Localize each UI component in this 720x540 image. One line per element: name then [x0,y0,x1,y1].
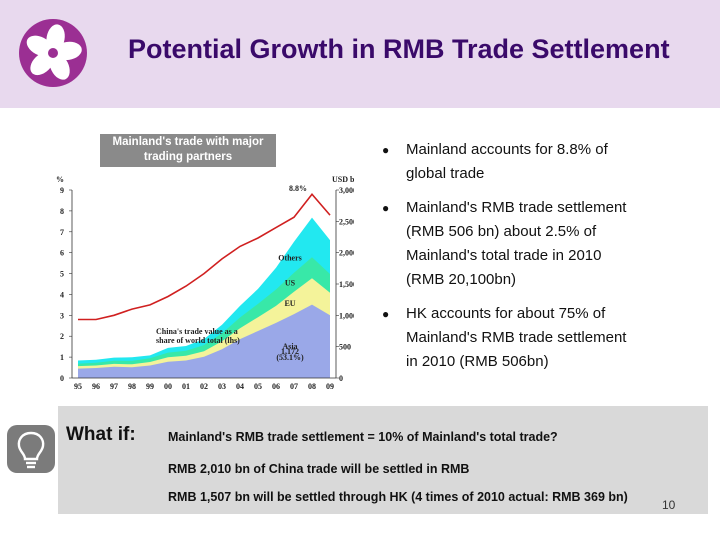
series-label-asia: Asia [282,342,297,351]
lightbulb-icon [7,425,55,473]
left-tick-label: 2 [60,332,64,341]
right-tick-label: 0 [339,374,343,383]
bullet-dot-icon: ● [382,143,390,157]
x-tick-label: 98 [128,382,136,391]
left-tick-label: 6 [60,249,64,258]
bullet-line: Mainland's RMB trade settlement [406,199,627,216]
right-tick-label: 1,000 [339,311,354,320]
x-tick-label: 96 [92,382,100,391]
left-tick-label: 3 [60,311,64,320]
what-if-label: What if: [66,424,136,445]
x-tick-label: 95 [74,382,82,391]
page-title: Potential Growth in RMB Trade Settlement [128,34,670,64]
peak-label: 8.8% [289,184,307,193]
share-line-path [78,192,331,321]
left-tick-label: 5 [60,270,64,279]
right-tick-label: 2,500 [339,217,354,226]
page-number: 10 [662,498,676,512]
right-tick-label: 3,000 [339,186,354,195]
header-bar: Potential Growth in RMB Trade Settlement [0,0,720,108]
x-tick-label: 02 [200,382,208,391]
bullet-line: in 2010 (RMB 506bn) [406,353,549,370]
bullet-line: Mainland accounts for 8.8% of [406,141,608,158]
series-label-us: US [285,278,296,287]
x-tick-label: 00 [164,382,172,391]
series-label-eu: EU [284,299,295,308]
what-if-line-3: RMB 1,507 bn will be settled through HK … [168,490,628,504]
left-axis-label: % [56,175,64,184]
asia-share-label: (53.1%) [276,353,304,362]
x-tick-label: 09 [326,382,334,391]
right-tick-label: 1,500 [339,280,354,289]
x-tick-label: 01 [182,382,190,391]
bullet-line: HK accounts for about 75% of [406,305,606,322]
chart-axes: 0123456789%05001,0001,5002,0002,5003,000… [56,175,354,391]
bullet-dot-icon: ● [382,201,390,215]
x-tick-label: 03 [218,382,226,391]
x-tick-label: 05 [254,382,262,391]
bullet-list: ● Mainland accounts for 8.8% of global t… [382,138,702,384]
what-if-line-2: RMB 2,010 bn of China trade will be sett… [168,462,470,476]
bullet-line: (RMB 506 bn) about 2.5% of [406,223,597,240]
trade-chart: 0123456789%05001,0001,5002,0002,5003,000… [56,175,354,391]
left-tick-label: 7 [60,228,64,237]
series-label-others: Others [278,253,302,262]
bullet-line: Mainland's RMB trade settlement [406,329,627,346]
x-tick-label: 07 [290,382,298,391]
left-tick-label: 9 [60,186,64,195]
share-line [78,192,331,321]
what-if-line-1: Mainland's RMB trade settlement = 10% of… [168,430,558,444]
chart-caption: Mainland's trade with major trading part… [100,134,276,167]
line-note-label: share of world total (lhs) [156,336,240,345]
left-tick-label: 0 [60,374,64,383]
bullet-item: ● Mainland's RMB trade settlement (RMB 5… [382,196,702,292]
bullet-line: (RMB 20,100bn) [406,271,517,288]
x-tick-label: 99 [146,382,154,391]
x-tick-label: 06 [272,382,280,391]
left-tick-label: 1 [60,353,64,362]
line-note-label: China's trade value as a [156,327,238,336]
bullet-item: ● Mainland accounts for 8.8% of global t… [382,138,702,186]
area-asia [78,304,330,378]
stacked-areas [78,217,330,378]
left-tick-label: 4 [60,290,64,299]
right-axis-label: USD bn [332,175,354,184]
bullet-line: Mainland's total trade in 2010 [406,247,602,264]
right-tick-label: 2,000 [339,249,354,258]
bullet-dot-icon: ● [382,307,390,321]
right-tick-label: 500 [339,343,351,352]
what-if-panel [58,406,708,514]
left-tick-label: 8 [60,207,64,216]
asia-value-label: 1,172 [281,347,299,356]
bullet-line: global trade [406,165,485,182]
bauhinia-flower-icon [19,19,87,87]
x-tick-label: 04 [236,382,244,391]
x-tick-label: 97 [110,382,118,391]
x-tick-label: 08 [308,382,316,391]
bullet-item: ● HK accounts for about 75% of Mainland'… [382,302,702,374]
